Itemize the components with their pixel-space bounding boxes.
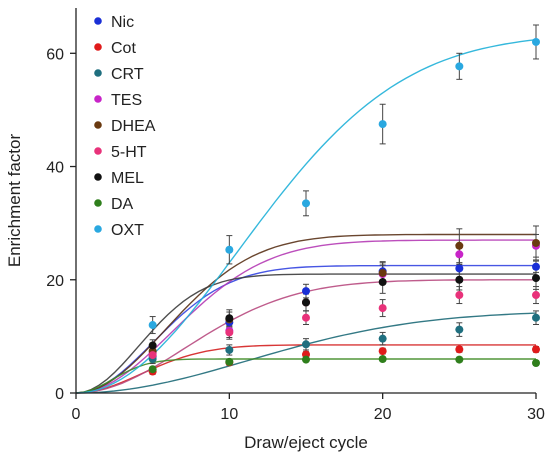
point-oxt-15 bbox=[302, 199, 310, 208]
y-tick-label-20: 20 bbox=[46, 273, 64, 290]
legend-marker-5-ht bbox=[94, 147, 102, 155]
legend-marker-da bbox=[94, 199, 102, 207]
point-dhea-20 bbox=[378, 268, 387, 277]
legend-marker-nic bbox=[94, 17, 102, 25]
point-5-ht-25 bbox=[455, 291, 464, 300]
y-axis-title: Enrichment factor bbox=[5, 134, 24, 268]
point-crt-20 bbox=[378, 334, 387, 343]
point-oxt-30 bbox=[532, 37, 540, 46]
legend-label-nic: Nic bbox=[111, 14, 134, 31]
point-nic-30 bbox=[532, 262, 540, 271]
point-da-20 bbox=[378, 355, 387, 364]
legend-label-da: DA bbox=[111, 196, 134, 213]
x-tick-label-10: 10 bbox=[220, 406, 238, 423]
x-ticks: 0 10 20 30 bbox=[72, 393, 545, 423]
point-oxt-20 bbox=[378, 120, 387, 129]
point-crt-10 bbox=[225, 345, 234, 354]
y-ticks: 0 20 40 60 bbox=[46, 46, 76, 403]
axes: 0 10 20 30 0 20 40 60 Draw/eject cycle Enrichm… bbox=[5, 8, 545, 452]
legend-label-5-ht: 5-HT bbox=[111, 144, 147, 161]
point-nic-15 bbox=[302, 287, 310, 296]
legend-marker-oxt bbox=[94, 225, 102, 233]
plot-area bbox=[75, 24, 540, 394]
point-crt-25 bbox=[455, 325, 464, 334]
x-tick-label-20: 20 bbox=[374, 406, 392, 423]
legend-label-oxt: OXT bbox=[111, 222, 144, 239]
point-oxt-10 bbox=[225, 245, 234, 254]
point-da-30 bbox=[532, 358, 540, 367]
point-dhea-30 bbox=[532, 238, 540, 247]
point-5-ht-30 bbox=[532, 291, 540, 300]
legend-label-mel: MEL bbox=[111, 170, 144, 187]
point-5-ht-15 bbox=[302, 313, 310, 322]
data-points bbox=[148, 37, 540, 376]
point-mel-30 bbox=[532, 274, 540, 283]
point-da-25 bbox=[455, 355, 464, 364]
point-da-15 bbox=[302, 355, 310, 364]
point-5-ht-5 bbox=[148, 351, 157, 360]
point-crt-30 bbox=[532, 313, 540, 322]
point-5-ht-20 bbox=[378, 304, 387, 313]
point-da-10 bbox=[225, 357, 234, 366]
x-tick-label-0: 0 bbox=[72, 406, 81, 423]
legend-marker-mel bbox=[94, 173, 102, 181]
point-mel-15 bbox=[302, 298, 310, 307]
legend-label-cot: Cot bbox=[111, 40, 136, 57]
point-nic-25 bbox=[455, 264, 464, 273]
point-cot-30 bbox=[532, 345, 540, 354]
error-bars bbox=[149, 24, 539, 375]
legend-marker-crt bbox=[94, 69, 102, 77]
point-crt-15 bbox=[302, 340, 310, 349]
fit-curve-da bbox=[75, 358, 536, 394]
legend-marker-cot bbox=[94, 43, 102, 51]
legend: Nic Cot CRT TES DHEA 5-HT MEL DA OXT bbox=[94, 14, 156, 239]
point-tes-25 bbox=[455, 250, 464, 259]
point-cot-25 bbox=[455, 345, 464, 354]
point-oxt-25 bbox=[455, 62, 464, 71]
legend-label-tes: TES bbox=[111, 92, 142, 109]
point-dhea-25 bbox=[455, 241, 464, 250]
y-tick-label-40: 40 bbox=[46, 160, 64, 177]
point-mel-5 bbox=[148, 341, 157, 350]
y-tick-label-60: 60 bbox=[46, 46, 64, 63]
point-mel-10 bbox=[225, 314, 234, 323]
point-mel-20 bbox=[378, 278, 387, 287]
point-5-ht-10 bbox=[225, 328, 234, 337]
legend-label-crt: CRT bbox=[111, 66, 144, 83]
legend-marker-dhea bbox=[94, 121, 102, 129]
legend-marker-tes bbox=[94, 95, 102, 103]
x-axis-title: Draw/eject cycle bbox=[244, 433, 368, 452]
point-da-5 bbox=[148, 365, 157, 374]
point-cot-20 bbox=[378, 347, 387, 356]
x-tick-label-30: 30 bbox=[527, 406, 545, 423]
y-tick-label-0: 0 bbox=[55, 386, 64, 403]
point-mel-25 bbox=[455, 275, 464, 284]
legend-label-dhea: DHEA bbox=[111, 118, 156, 135]
point-oxt-5 bbox=[148, 321, 157, 330]
